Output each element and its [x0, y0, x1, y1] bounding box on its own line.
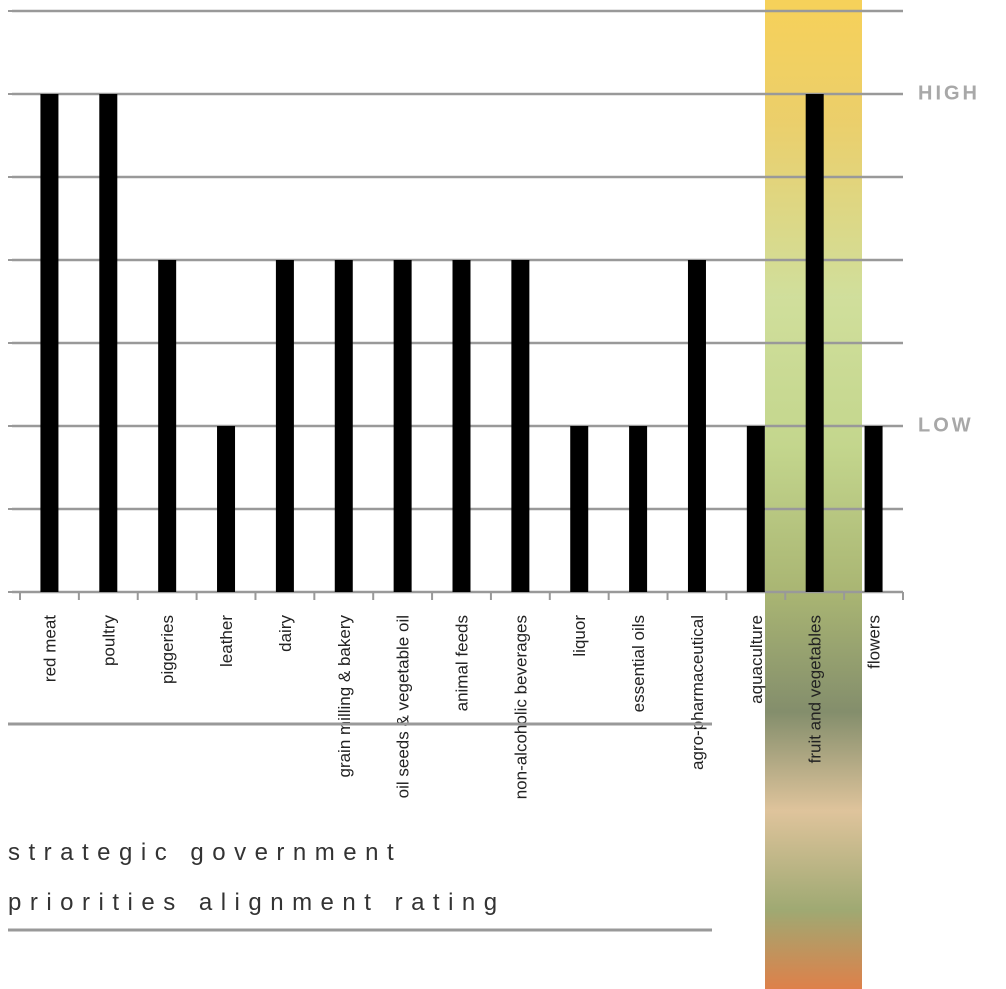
x-tick-label: oil seeds & vegetable oil	[394, 615, 413, 798]
bar	[864, 426, 883, 592]
x-tick-label: agro-pharmaceutical	[688, 615, 707, 770]
x-tick-label: flowers	[865, 615, 884, 669]
x-tick-label: non-alcoholic beverages	[511, 615, 530, 799]
x-tick-label: grain milling & bakery	[335, 615, 354, 778]
chart-title: strategic government	[8, 839, 402, 866]
x-tick-label: poultry	[99, 615, 118, 667]
bar	[629, 426, 648, 592]
bar	[570, 426, 589, 592]
bar	[99, 94, 118, 592]
x-tick-label: dairy	[276, 615, 295, 652]
annotation: HIGH	[918, 82, 980, 104]
x-tick-label: animal feeds	[453, 615, 472, 711]
bar	[158, 260, 177, 592]
x-tick-label: aquaculture	[747, 615, 766, 704]
bar	[40, 94, 59, 592]
bar	[511, 260, 530, 592]
bar	[746, 426, 765, 592]
bar	[805, 94, 824, 592]
x-tick-label: liquor	[570, 615, 589, 657]
chart-title: priorities alignment rating	[8, 889, 506, 916]
bar	[334, 260, 353, 592]
bar	[452, 260, 471, 592]
annotation: LOW	[918, 414, 974, 436]
bar	[687, 260, 706, 592]
x-tick-label: leather	[217, 615, 236, 667]
bar	[393, 260, 412, 592]
x-tick-label: essential oils	[629, 615, 648, 712]
x-tick-label: fruit and vegetables	[806, 615, 825, 763]
x-tick-label: piggeries	[158, 615, 177, 684]
bar	[275, 260, 294, 592]
x-tick-label: red meat	[40, 615, 59, 682]
bar	[217, 426, 236, 592]
plot: red meat poultry piggeries leather dairy grai…	[8, 9, 980, 799]
